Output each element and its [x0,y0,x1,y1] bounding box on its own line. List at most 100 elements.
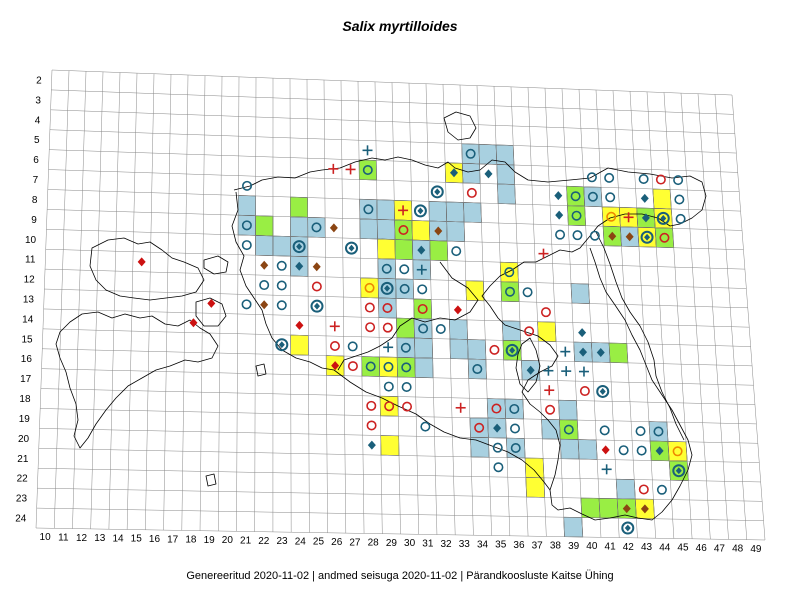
y-axis-label: 8 [32,195,38,206]
marker-circle-blue [363,204,374,215]
grid-line-horizontal [35,527,766,541]
grid-line-horizontal [40,408,757,425]
grid-line-horizontal [45,248,745,270]
marker-circle-blue [604,172,615,183]
marker-plus-red [538,248,549,259]
marker-diamond-red [189,318,198,328]
x-axis-label: 22 [258,536,270,547]
marker-ring [640,230,654,244]
marker-diamond-red [453,305,462,315]
marker-circle-blue [276,300,287,311]
marker-circle-blue [656,484,667,495]
marker-diamond-brown [434,226,443,236]
grid-cell-blue [289,216,309,238]
marker-inner-diamond [434,188,441,196]
marker-inner-diamond [599,388,606,395]
grid-line-vertical [663,92,693,539]
marker-circle-blue [383,361,394,372]
x-axis-label: 30 [404,538,416,549]
marker-circle-diamond [596,384,610,398]
grid-cell-yellow [411,220,431,241]
grid-cell-blue [359,218,378,240]
marker-circle-blue [311,222,322,233]
marker-plus-blue [416,264,427,275]
marker-circle-blue [586,172,597,183]
marker-circle-blue [522,287,533,298]
grid-line-vertical [35,69,53,529]
marker-diamond-brown [608,231,617,241]
marker-inner-diamond [509,346,516,354]
marker-circle-blue [618,445,629,456]
mainland-outline [233,156,707,521]
x-axis-label: 28 [368,538,380,549]
grid-line-vertical [442,84,456,535]
grid-cell-blue [469,417,489,439]
marker-diamond-brown [260,300,269,310]
marker-plus-blue [601,464,612,475]
x-axis-label: 42 [623,542,635,553]
marker-diamond-brown [625,232,634,242]
marker-circle-blue [365,361,376,372]
marker-diamond-red [137,257,146,267]
grid-cell-blue [449,338,469,360]
marker-plus-blue [383,342,394,353]
marker-ring [505,343,519,357]
marker-inner-diamond [624,524,631,532]
grid-line-vertical [714,94,748,540]
marker-plus-red [544,385,555,396]
marker-inner-diamond [675,467,682,475]
grid-line-vertical [459,84,474,536]
marker-circle-blue [510,443,521,454]
y-axis-label: 23 [16,494,28,505]
grid-line-vertical [595,89,620,538]
grid-line-vertical [53,70,70,529]
grid-cell-blue [446,221,466,242]
marker-circle-blue [563,424,574,435]
grid-cell-green [396,356,416,378]
marker-circle-diamond [310,299,324,313]
y-axis-label: 16 [21,354,33,365]
marker-circle-blue [241,240,252,251]
grid-cell-green [289,196,309,218]
grid-cell-yellow [601,206,621,228]
grid-cell-green [413,298,433,320]
grid-line-horizontal [50,109,735,134]
grid-line-horizontal [45,268,747,289]
grid-cell-blue [497,183,516,205]
marker-circle-diamond [430,185,444,199]
grid-line-vertical [612,90,638,538]
grid-cell-blue [558,399,578,421]
x-axis-label: 38 [550,541,562,552]
marker-ring [310,299,324,313]
marker-circle-blue [465,148,476,159]
grid-line-vertical [357,81,365,534]
marker-circle-blue [636,445,647,456]
grid-line-vertical [218,76,223,532]
grid-cell-blue [237,214,256,236]
marker-ring [656,211,670,225]
grid-line-horizontal [43,308,750,328]
grid-cell-blue [377,258,397,280]
marker-ring [672,464,686,478]
marker-diamond-blue [450,168,459,178]
grid-cell-blue [559,438,580,460]
grid-line-vertical [90,71,104,529]
grid-line-vertical [578,89,602,538]
y-axis-label: 12 [24,275,36,286]
grid-cell-blue [376,219,396,240]
marker-circle-red [540,307,551,318]
marker-circle-red [366,400,377,411]
grid-line-horizontal [39,428,758,444]
marker-circle-blue [587,191,598,202]
x-axis-label: 13 [94,533,106,544]
marker-circle-blue [399,283,410,294]
marker-circle-red [466,187,477,198]
grid-cell-blue [428,201,448,222]
grid-line-vertical [425,83,438,535]
marker-diamond-blue [579,347,588,357]
grid-line-vertical [236,76,240,532]
grid-cell-blue [396,337,416,359]
y-axis-label: 15 [21,334,33,345]
y-axis-label: 18 [19,394,31,405]
x-axis-label: 36 [513,540,525,551]
